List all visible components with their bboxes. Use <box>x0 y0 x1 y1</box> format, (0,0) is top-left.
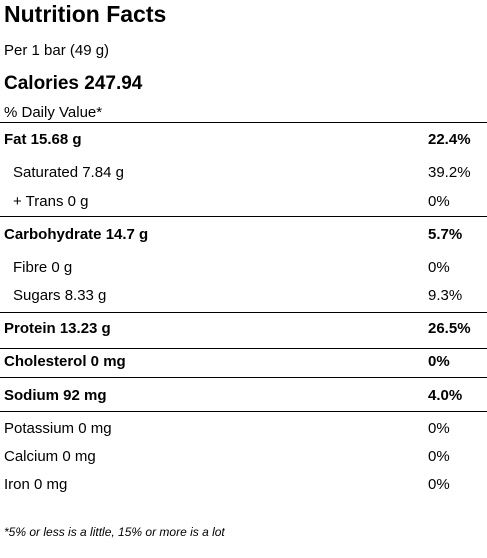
nutrient-name: Sodium 92 mg <box>4 387 107 404</box>
nutrient-daily-value: 0% <box>428 193 450 210</box>
nutrient-daily-value: 22.4% <box>428 131 471 148</box>
label-title: Nutrition Facts <box>4 1 167 27</box>
nutrient-daily-value: 0% <box>428 448 450 465</box>
nutrient-name: + Trans 0 g <box>13 193 89 210</box>
footnote: *5% or less is a little, 15% or more is … <box>4 525 225 539</box>
nutrient-row-sugars: Sugars 8.33 g 9.3% <box>0 286 487 306</box>
divider <box>0 216 487 217</box>
nutrient-daily-value: 0% <box>428 476 450 493</box>
nutrient-daily-value: 39.2% <box>428 164 471 181</box>
nutrient-daily-value: 9.3% <box>428 287 463 304</box>
nutrient-row-calcium: Calcium 0 mg 0% <box>0 447 487 467</box>
nutrient-row-protein: Protein 13.23 g 26.5% <box>0 319 487 339</box>
nutrient-row-fibre: Fibre 0 g 0% <box>0 258 487 278</box>
nutrient-daily-value: 4.0% <box>428 387 463 404</box>
divider <box>0 312 487 313</box>
serving-size: Per 1 bar (49 g) <box>4 42 110 59</box>
calories: Calories 247.94 <box>4 73 143 94</box>
nutrient-name: Carbohydrate 14.7 g <box>4 226 149 243</box>
nutrient-name: Protein 13.23 g <box>4 320 111 337</box>
nutrient-name: Calcium 0 mg <box>4 448 96 465</box>
nutrient-row-trans: + Trans 0 g 0% <box>0 192 487 212</box>
nutrient-name: Sugars 8.33 g <box>13 287 107 304</box>
nutrient-name: Fibre 0 g <box>13 259 73 276</box>
nutrient-daily-value: 5.7% <box>428 226 463 243</box>
nutrient-daily-value: 0% <box>428 420 450 437</box>
daily-value-header: % Daily Value* <box>4 104 103 121</box>
nutrient-name: Potassium 0 mg <box>4 420 112 437</box>
divider <box>0 377 487 378</box>
nutrient-row-fat: Fat 15.68 g 22.4% <box>0 130 487 150</box>
nutrient-name: Saturated 7.84 g <box>13 164 124 181</box>
divider <box>0 348 487 349</box>
nutrient-daily-value: 0% <box>428 353 450 370</box>
nutrient-row-cholesterol: Cholesterol 0 mg 0% <box>0 352 487 372</box>
nutrient-name: Fat 15.68 g <box>4 131 82 148</box>
nutrient-row-carbohydrate: Carbohydrate 14.7 g 5.7% <box>0 225 487 245</box>
nutrient-name: Cholesterol 0 mg <box>4 353 126 370</box>
nutrient-row-potassium: Potassium 0 mg 0% <box>0 419 487 439</box>
nutrient-row-iron: Iron 0 mg 0% <box>0 475 487 495</box>
nutrient-row-sodium: Sodium 92 mg 4.0% <box>0 386 487 406</box>
nutrient-daily-value: 26.5% <box>428 320 471 337</box>
divider <box>0 411 487 412</box>
divider <box>0 122 487 123</box>
nutrient-daily-value: 0% <box>428 259 450 276</box>
nutrient-row-saturated: Saturated 7.84 g 39.2% <box>0 163 487 183</box>
nutrient-name: Iron 0 mg <box>4 476 68 493</box>
